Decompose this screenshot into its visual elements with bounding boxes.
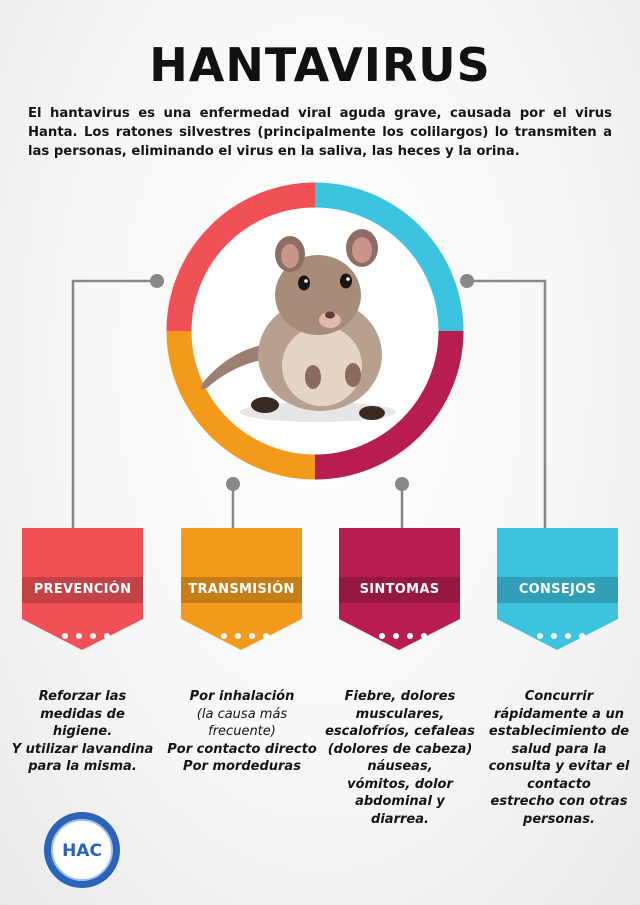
desc-line: salud para la (511, 741, 607, 757)
connector-lines (71, 279, 547, 528)
desc-prevencion: Reforzar las medidas de higiene. Y utili… (6, 688, 159, 776)
desc-line: contacto (527, 776, 591, 792)
desc-line: (dolores de cabeza) (327, 741, 473, 757)
desc-consejos: Concurrir rápidamente a un establecimien… (482, 688, 636, 828)
card-shape-consejos (497, 528, 618, 650)
card-label-consejos: CONSEJOS (518, 582, 597, 597)
desc-line: Por contacto directo (167, 741, 317, 757)
desc-line: higiene. (52, 724, 113, 739)
desc-line: Por inhalación (189, 689, 295, 704)
desc-line: náuseas, (367, 759, 433, 774)
logo-text: HAC (62, 841, 102, 861)
desc-sintomas: Fiebre, dolores musculares, escalofríos,… (323, 688, 477, 828)
organization-logo: HAC (44, 812, 120, 888)
desc-line: (la causa más (196, 706, 288, 722)
card-bands (22, 577, 618, 603)
ring-segment-red (166, 182, 316, 332)
page-title: HANTAVIRUS (149, 38, 491, 92)
desc-line: rápidamente a un (493, 706, 624, 722)
connector-prevencion (71, 279, 157, 528)
desc-line: Concurrir (524, 689, 594, 704)
card-dots (181, 631, 302, 642)
desc-line: medidas de (40, 706, 125, 722)
desc-line: vómitos, dolor (347, 776, 453, 792)
card-label-prevencion: PREVENCIÓN (33, 582, 132, 597)
intro-paragraph: El hantavirus es una enfermedad viral ag… (28, 106, 612, 159)
connector-consejos (467, 279, 547, 528)
desc-line: abdominal y (355, 794, 445, 809)
card-dots (22, 631, 143, 642)
desc-line: estrecho con otras (490, 794, 628, 809)
card-shape-transmision (181, 528, 302, 650)
desc-line: personas. (523, 811, 595, 827)
connector-dot (395, 477, 409, 491)
desc-line: Reforzar las (38, 689, 127, 704)
desc-line: para la misma. (28, 759, 137, 774)
card-dots (497, 631, 618, 642)
desc-line: Por mordeduras (183, 759, 301, 774)
connector-dots (150, 274, 474, 491)
desc-line: musculares, (355, 706, 445, 722)
desc-line: consulta y evitar el (488, 759, 630, 774)
desc-line: diarrea. (371, 811, 429, 827)
ring-segment-cyan (314, 182, 464, 332)
connector-dot (226, 477, 240, 491)
mouse-illustration (200, 229, 396, 422)
desc-line: escalofríos, cefaleas (325, 724, 475, 739)
desc-line: Fiebre, dolores (344, 689, 456, 704)
card-shapes (22, 528, 618, 650)
card-dots (339, 631, 460, 642)
desc-line: establecimiento de (488, 724, 630, 739)
connector-dot (460, 274, 474, 288)
card-shape-prevencion (22, 528, 143, 650)
ring-segment-crimson (314, 330, 464, 480)
card-label-transmision: TRANSMISIÓN (188, 582, 295, 597)
card-shape-sintomas (339, 528, 460, 650)
desc-line: Y utilizar lavandina (11, 741, 154, 757)
connector-dot (150, 274, 164, 288)
ring-segment-orange (166, 330, 316, 480)
desc-transmision: Por inhalación (la causa más frecuente) … (162, 688, 322, 776)
desc-line: frecuente) (208, 724, 276, 739)
card-label-sintomas: SINTOMAS (359, 582, 440, 597)
